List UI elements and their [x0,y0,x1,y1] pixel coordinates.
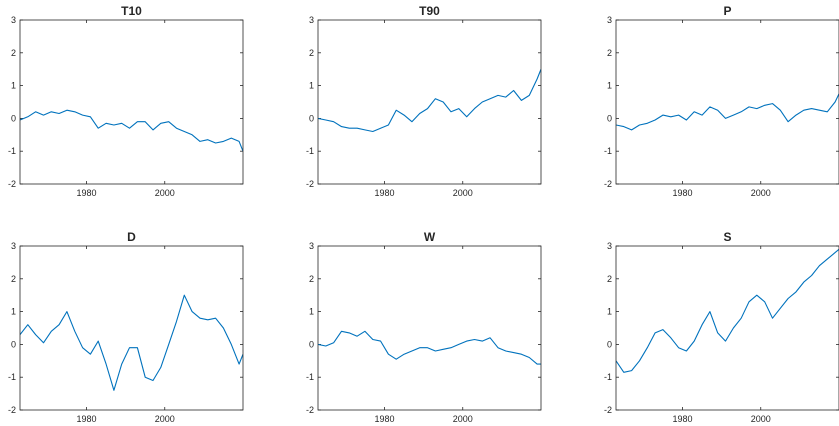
series-line-t90 [318,68,541,133]
y-tick-label: -2 [604,405,612,415]
series-line-s [616,248,839,373]
y-tick-label: 1 [607,307,612,317]
y-tick-label: 3 [309,241,314,251]
subplot-d: D -2 -1 0 1 2 3 1980 2000 [8,230,244,424]
y-tick-label: 1 [11,307,16,317]
axes-frame [317,245,542,411]
x-tick-label: 1980 [374,414,394,424]
x-tick-label: 1980 [672,414,692,424]
y-tick-label: 2 [11,48,16,58]
y-tick-label: 2 [309,48,314,58]
y-tick-label: 3 [309,15,314,25]
x-tick-label: 1980 [672,188,692,198]
x-tick-label: 1980 [76,188,96,198]
y-tick-label: 3 [607,15,612,25]
subplot-w: W -2 -1 0 1 2 3 1980 2000 [306,230,542,424]
y-tick-label: -1 [604,372,612,382]
series-line-p [616,93,839,131]
subplot-title: S [723,230,731,244]
y-tick-label: -1 [8,372,16,382]
y-tick-label: 0 [607,339,612,349]
y-tick-label: -1 [306,372,314,382]
subplot-s: S -2 -1 0 1 2 3 1980 2000 [604,230,839,424]
y-tick-label: 0 [309,339,314,349]
y-tick-label: 1 [309,307,314,317]
y-tick-label: -1 [8,146,16,156]
y-tick-label: -2 [604,179,612,189]
axes-frame [19,245,244,411]
y-tick-label: 3 [11,241,16,251]
y-tick-label: 1 [11,81,16,91]
y-tick-label: -2 [306,405,314,415]
y-tick-label: 3 [607,241,612,251]
subplot-title: D [127,230,136,244]
axes-frame [615,245,839,411]
subplot-title: T10 [121,4,142,18]
subplot-t90: T90 -2 -1 0 1 2 3 1980 2000 [306,4,542,198]
x-tick-label: 1980 [76,414,96,424]
x-tick-label: 2000 [453,188,473,198]
y-tick-label: 0 [309,113,314,123]
y-tick-label: 2 [11,274,16,284]
x-tick-label: 2000 [751,414,771,424]
series-line-t10 [20,109,243,152]
y-tick-label: 1 [309,81,314,91]
y-tick-label: 3 [11,15,16,25]
x-tick-label: 2000 [155,414,175,424]
axes-frame [317,19,542,185]
subplot-title: T90 [419,4,440,18]
y-tick-label: 1 [607,81,612,91]
y-tick-label: 0 [11,339,16,349]
y-tick-label: -1 [306,146,314,156]
axes-frame [19,19,244,185]
series-line-w [318,330,541,365]
series-line-d [20,294,243,391]
subplot-title: P [723,4,731,18]
y-tick-label: -2 [8,179,16,189]
y-tick-label: 0 [607,113,612,123]
y-tick-label: 2 [309,274,314,284]
subplot-title: W [424,230,436,244]
subplot-t10: T10 -2 -1 0 1 2 3 1980 2000 [8,4,244,198]
axes-frame [615,19,839,185]
y-tick-label: -2 [306,179,314,189]
x-tick-label: 2000 [751,188,771,198]
subplot-p: P -2 -1 0 1 2 3 1980 2000 [604,4,839,198]
y-tick-label: 2 [607,274,612,284]
x-tick-label: 2000 [453,414,473,424]
x-tick-label: 1980 [374,188,394,198]
x-tick-label: 2000 [155,188,175,198]
y-tick-label: -1 [604,146,612,156]
y-tick-label: 2 [607,48,612,58]
y-tick-label: 0 [11,113,16,123]
y-tick-label: -2 [8,405,16,415]
